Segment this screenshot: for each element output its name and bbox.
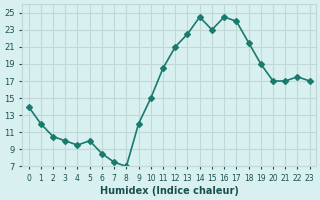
X-axis label: Humidex (Indice chaleur): Humidex (Indice chaleur) xyxy=(100,186,239,196)
